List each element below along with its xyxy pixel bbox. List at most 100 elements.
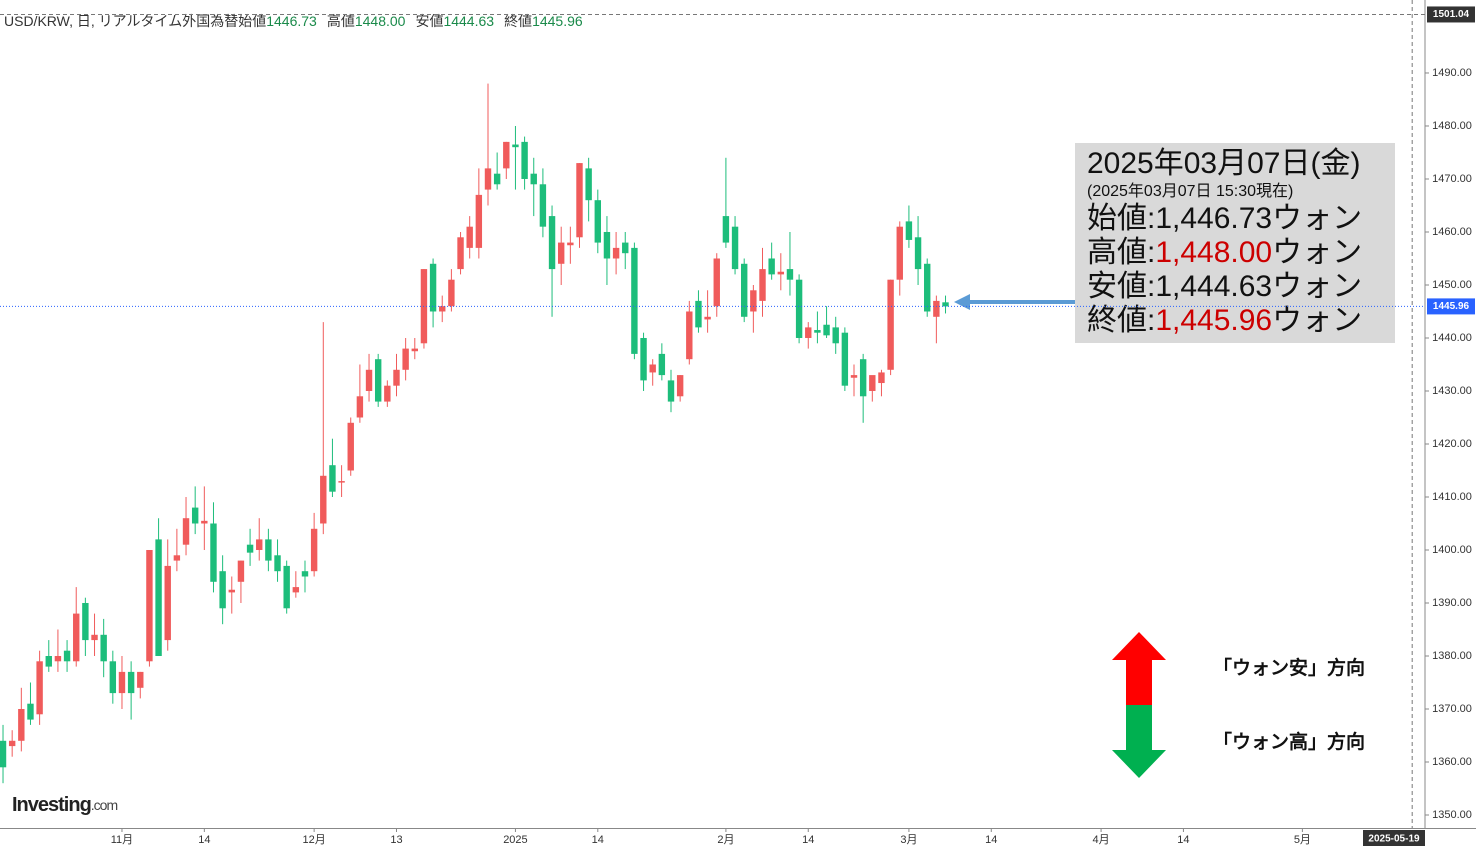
body [786, 269, 794, 280]
candle [137, 671, 144, 699]
candle [219, 555, 226, 625]
candle [667, 369, 675, 413]
candle [832, 316, 839, 354]
body [8, 740, 16, 747]
candle [420, 269, 428, 349]
info-unit: ウォン [1272, 202, 1362, 235]
candle [695, 290, 702, 333]
candle [466, 216, 473, 259]
down-arrow [1112, 705, 1166, 778]
candle [750, 284, 757, 333]
body [137, 671, 144, 688]
candle [246, 528, 254, 566]
candle [475, 168, 483, 259]
x-tick-label: 14 [802, 834, 814, 846]
candle [36, 650, 43, 725]
body [402, 348, 409, 370]
y-tick-label: 1360.00 [1432, 756, 1472, 768]
logo-brand: Investing [12, 794, 91, 816]
body [448, 279, 455, 307]
body [667, 380, 675, 402]
header-value: 1448.00 [355, 13, 406, 29]
body [466, 226, 473, 248]
x-tick-label: 2025 [503, 834, 527, 846]
candle [191, 486, 199, 535]
candle [933, 295, 940, 344]
info-row: 高値:1,448.00ウォン [1087, 236, 1362, 269]
x-tick-label: 4月 [1093, 834, 1110, 846]
candle [27, 682, 34, 725]
body [704, 316, 711, 320]
body [759, 269, 766, 301]
candle [484, 83, 492, 206]
info-date: 2025年03月07日(金) [1087, 147, 1360, 180]
body [512, 144, 519, 148]
candle [0, 724, 7, 784]
info-rows: 始値:1,446.73ウォン高値:1,448.00ウォン安値:1,444.63ウ… [1087, 202, 1362, 337]
body [457, 237, 464, 270]
x-tick-label: 14 [985, 834, 997, 846]
candle [731, 216, 739, 275]
header-label: 終値 [504, 13, 532, 29]
body [649, 364, 656, 373]
candle [576, 163, 583, 248]
candle [63, 640, 71, 672]
body [201, 520, 208, 524]
body [548, 216, 556, 270]
info-row: 始値:1,446.73ウォン [1087, 202, 1362, 235]
info-value: 1,446.73 [1155, 202, 1272, 235]
body [924, 263, 931, 312]
body [82, 602, 89, 641]
candle [127, 661, 135, 720]
body [612, 247, 620, 259]
body [338, 481, 345, 483]
body [182, 518, 190, 545]
info-row: 安値:1,444.63ウォン [1087, 270, 1362, 303]
info-row: 終値:1,445.96ウォン [1087, 304, 1362, 337]
candle [228, 576, 235, 614]
body [795, 279, 803, 338]
body [374, 359, 382, 402]
candle [439, 295, 446, 323]
y-tick-label: 1430.00 [1432, 385, 1472, 397]
body [887, 279, 894, 370]
candle [786, 231, 794, 296]
info-box [1075, 143, 1395, 343]
top-marker-label: 1501.04 [1433, 9, 1470, 20]
y-tick-label: 1460.00 [1432, 226, 1472, 238]
candle [374, 353, 382, 407]
candle [704, 290, 711, 333]
top-marker-box [1427, 6, 1475, 23]
body [731, 226, 739, 270]
body [475, 194, 483, 248]
body [118, 671, 126, 694]
candle [182, 496, 190, 556]
body [741, 263, 748, 317]
body [228, 589, 235, 593]
candle [301, 560, 309, 593]
candle [905, 205, 913, 248]
body [695, 300, 702, 328]
info-label: 高値: [1087, 236, 1155, 269]
body [521, 141, 528, 179]
body [393, 369, 400, 386]
body [27, 703, 34, 720]
header-fields: 始値1446.73 高値1448.00 安値1444.63 終値1445.96 [238, 13, 583, 29]
body [869, 375, 876, 391]
logo-suffix: .com [91, 797, 118, 813]
x-marker-label: 2025-05-19 [1368, 834, 1420, 845]
info-unit: ウォン [1272, 236, 1362, 269]
candle [109, 650, 117, 704]
candle [146, 549, 153, 667]
y-tick-label: 1420.00 [1432, 438, 1472, 450]
info-unit: ウォン [1272, 304, 1362, 337]
body [686, 311, 693, 360]
body [155, 539, 162, 656]
candle [640, 332, 647, 391]
body [896, 226, 903, 280]
body [283, 565, 290, 609]
body [557, 242, 565, 264]
header-label: 高値 [327, 13, 355, 29]
logo: Investing.com [12, 794, 117, 816]
